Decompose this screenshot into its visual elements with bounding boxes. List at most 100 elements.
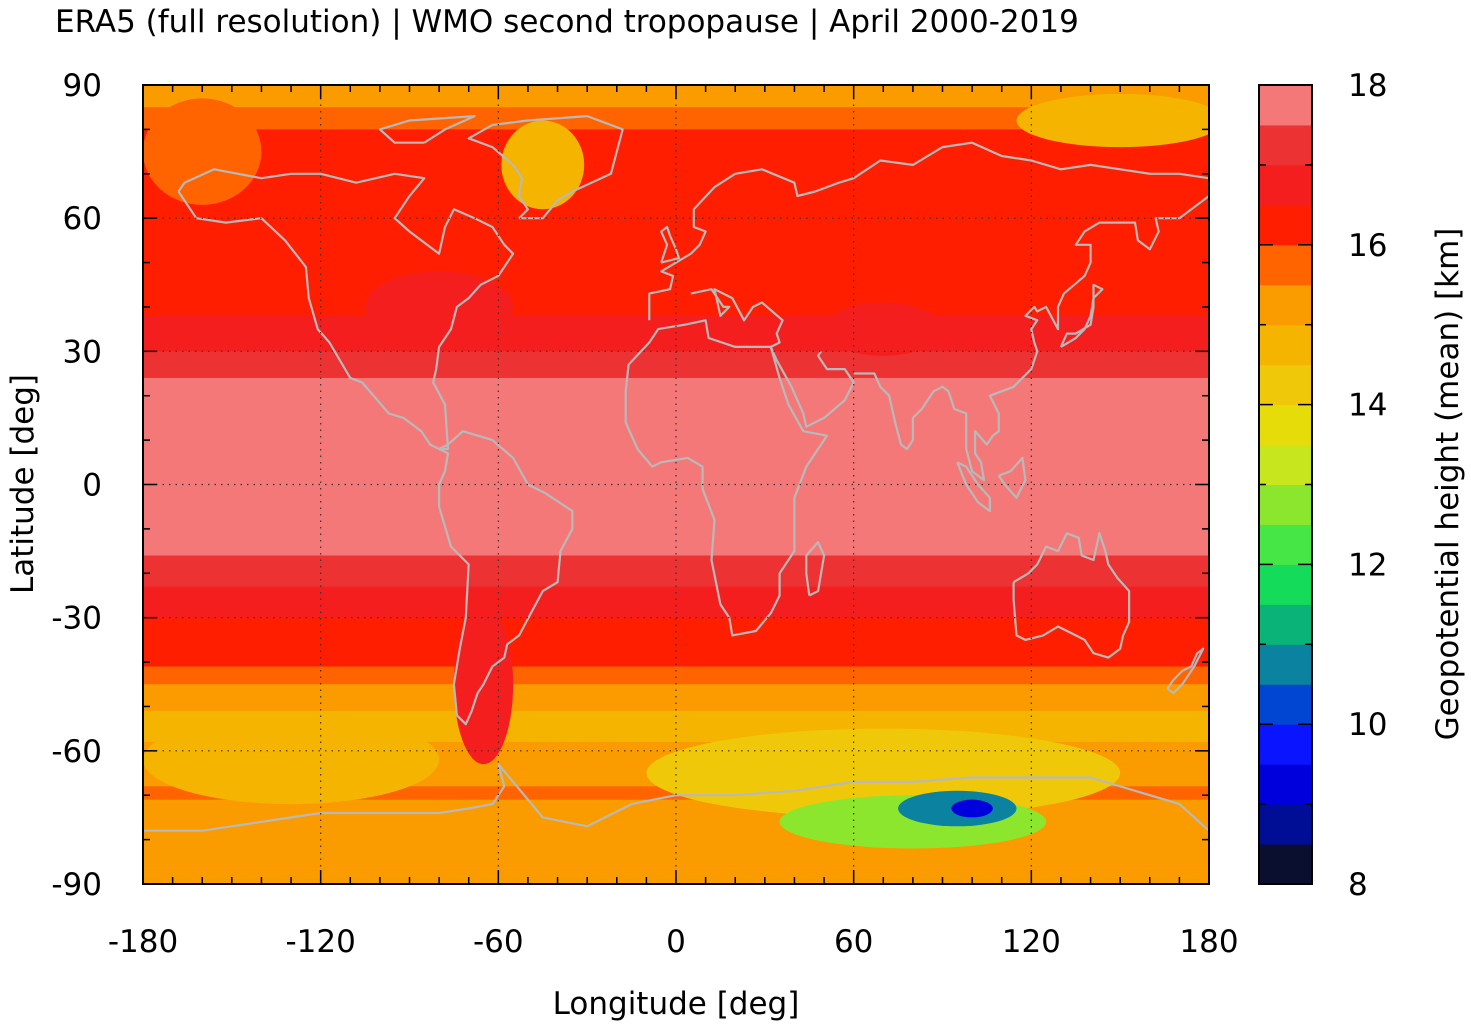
x-tick-label: -120 <box>285 924 355 960</box>
band-cell <box>143 133 1209 139</box>
band-cell <box>143 697 1209 703</box>
band-cell <box>143 559 1209 565</box>
band-cell <box>143 195 1209 202</box>
coastline <box>1059 283 1104 348</box>
plot-area <box>143 85 1209 884</box>
band-cell <box>143 204 1209 210</box>
band-cell <box>143 848 1209 854</box>
band-cell <box>143 595 1209 601</box>
coastline <box>1012 532 1131 659</box>
band-cell <box>143 861 1209 867</box>
band-cell <box>143 515 1209 521</box>
band-cell <box>143 98 1209 104</box>
coastline <box>467 114 624 220</box>
band-cell <box>143 227 1209 233</box>
band-cell <box>143 444 1209 450</box>
field-feature <box>824 302 943 356</box>
colorbar-swatch <box>1259 724 1312 765</box>
band-cell <box>143 475 1209 481</box>
band-cell <box>143 231 1209 237</box>
band-cell <box>143 599 1209 605</box>
chart-title: ERA5 (full resolution) | WMO second trop… <box>55 4 1079 40</box>
field-feature <box>365 271 514 343</box>
colorbar-ticks <box>1259 84 1312 885</box>
band-cell <box>143 218 1209 224</box>
colorbar-swatch <box>1259 684 1312 725</box>
band-cell <box>143 688 1209 694</box>
y-tick-label: -60 <box>51 734 102 770</box>
band-cell <box>143 657 1209 663</box>
band-cell <box>143 528 1209 534</box>
band-cell <box>143 209 1209 215</box>
band-cell <box>143 835 1209 841</box>
band-cell <box>143 373 1209 379</box>
colorbar-tick-label: 10 <box>1348 707 1387 743</box>
colorbar-swatch <box>1259 764 1312 805</box>
band-cell <box>143 346 1209 352</box>
y-tick-labels: -90 -60 -30 0 30 60 90 <box>51 68 102 903</box>
band-cell <box>143 812 1209 819</box>
band-cell <box>143 222 1209 228</box>
band-cell <box>143 320 1209 326</box>
colorbar-swatch <box>1259 564 1312 605</box>
band-cell <box>143 417 1209 423</box>
band-cell <box>143 684 1209 690</box>
band-cell <box>143 799 1209 805</box>
band-cell <box>143 728 1209 734</box>
band-cell <box>143 431 1209 437</box>
colorbar-swatch <box>1259 404 1312 446</box>
band-cell <box>143 422 1209 428</box>
coastline <box>1166 647 1205 695</box>
colorbar <box>1259 85 1312 885</box>
band-cell <box>143 404 1209 410</box>
colorbar-swatch <box>1259 164 1312 206</box>
colorbar-tick-label: 18 <box>1348 68 1387 104</box>
band-cell <box>143 333 1209 339</box>
y-tick-label: -30 <box>51 601 102 637</box>
coastline <box>177 168 515 451</box>
band-cell <box>143 653 1209 659</box>
x-tick-label: 180 <box>1179 924 1238 960</box>
band-cell <box>143 124 1209 130</box>
band-cell <box>143 426 1209 432</box>
band-cell <box>143 151 1209 157</box>
coastline <box>438 430 574 726</box>
band-cell <box>143 413 1209 419</box>
coastline <box>853 195 1209 482</box>
band-cell <box>143 706 1209 712</box>
band-cell <box>143 351 1209 357</box>
colorbar-swatch <box>1259 85 1312 126</box>
band-cell <box>143 852 1209 858</box>
band-cell <box>143 737 1209 743</box>
band-cell <box>143 511 1209 517</box>
colorbar-swatch <box>1259 324 1312 366</box>
coastline <box>378 114 476 144</box>
colorbar-swatch <box>1259 804 1312 845</box>
band-cell <box>143 644 1209 650</box>
band-cell <box>143 724 1209 730</box>
band-cell <box>143 506 1209 512</box>
colorbar-swatch <box>1259 644 1312 685</box>
coastline <box>648 141 1209 321</box>
coastline <box>660 225 681 264</box>
colorbar-swatch <box>1259 604 1312 645</box>
coastline <box>805 541 826 597</box>
band-cell <box>143 142 1209 148</box>
band-cell <box>143 582 1209 588</box>
band-cell <box>143 524 1209 530</box>
y-tick-label: -90 <box>51 867 102 903</box>
band-cell <box>143 630 1209 637</box>
y-tick-label: 60 <box>63 201 102 237</box>
x-tick-label: 60 <box>834 924 873 960</box>
colorbar-swatch <box>1259 364 1312 406</box>
x-tick-label: 120 <box>1002 924 1061 960</box>
band-cell <box>143 147 1209 153</box>
band-cell <box>143 342 1209 348</box>
band-cell <box>143 435 1209 441</box>
band-cell <box>143 741 1209 747</box>
band-cell <box>143 670 1209 676</box>
band-cell <box>143 555 1209 561</box>
band-cell <box>143 178 1209 184</box>
band-cell <box>143 679 1209 685</box>
